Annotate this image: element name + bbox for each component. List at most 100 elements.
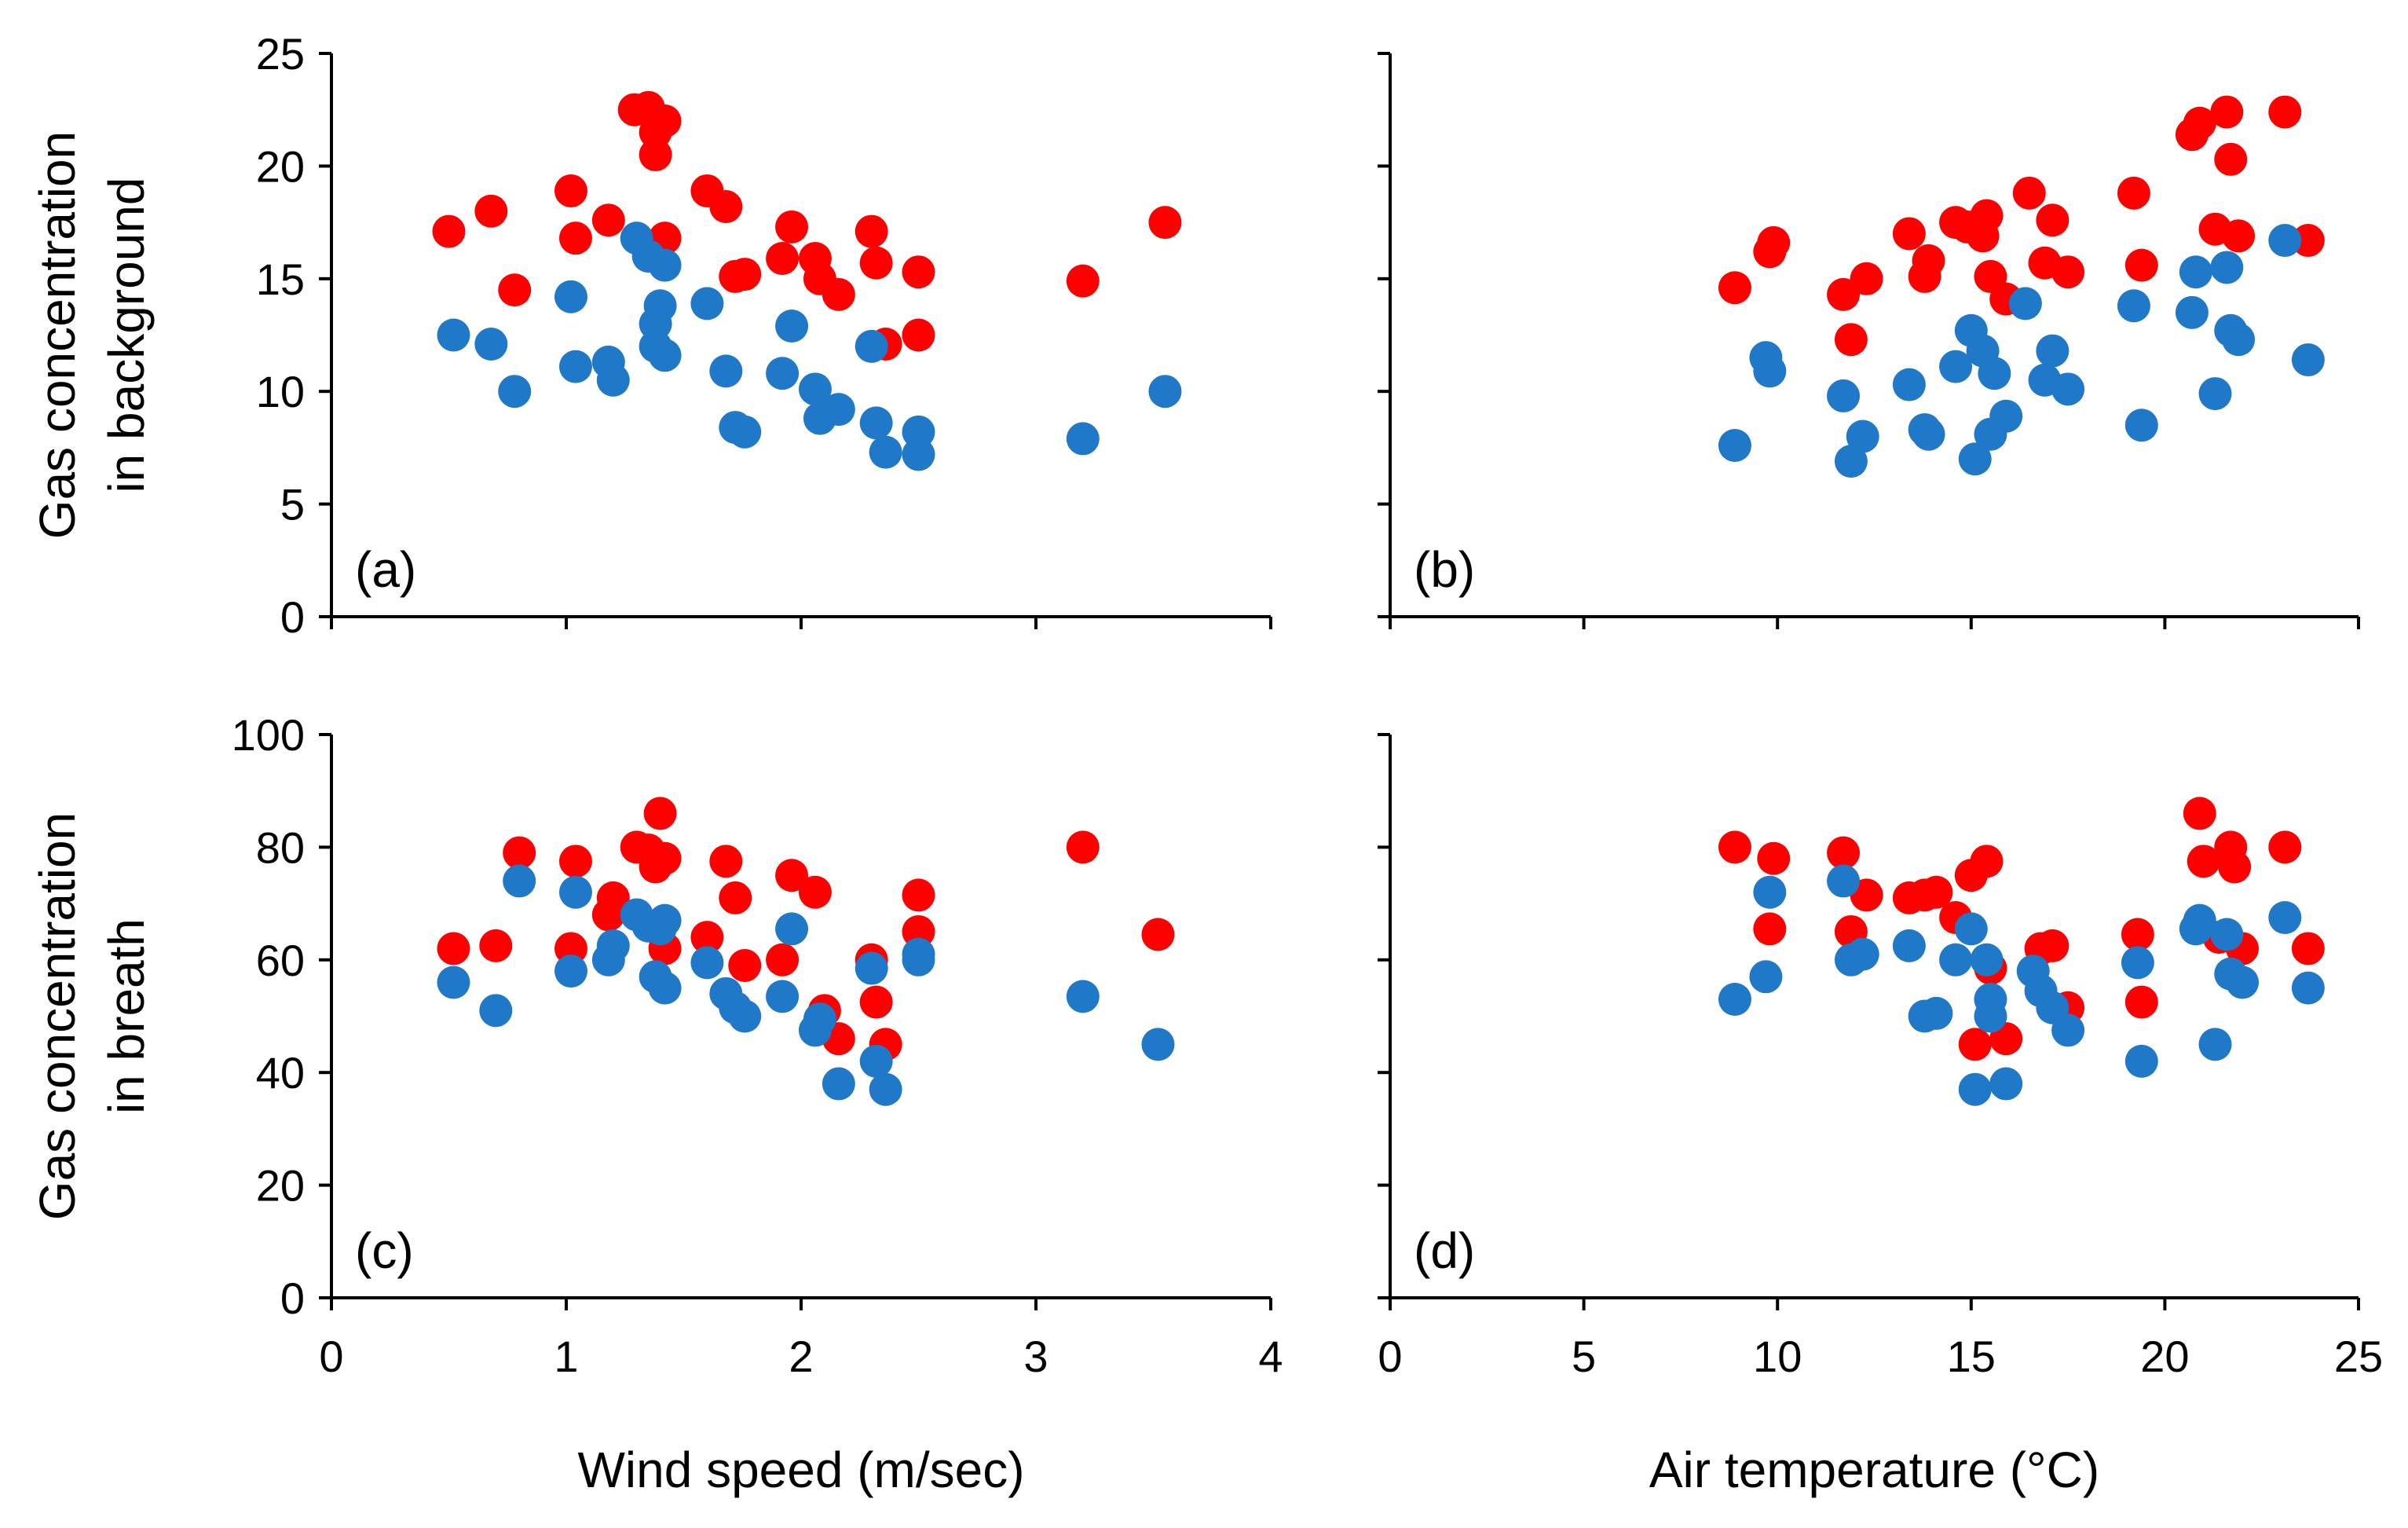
data-point-blue [558,875,592,909]
data-point-blue [1978,357,2011,390]
data-point-blue [2051,1013,2085,1047]
y-axis-title-line: in background [98,177,155,493]
data-point-red [2117,176,2150,210]
data-point-blue [766,357,800,390]
data-point-blue [1718,982,1751,1016]
data-point-blue [855,951,888,985]
y-tick-label: 5 [280,480,305,529]
data-point-blue [1066,422,1100,456]
data-point-red [432,214,466,248]
x-tick-label: 2 [789,1332,813,1381]
data-point-blue [869,1072,902,1106]
series-blue [1718,224,2325,478]
data-point-blue [2117,289,2150,323]
data-point-red [2012,176,2046,210]
data-point-blue [437,318,470,352]
data-point-blue [1834,445,1868,478]
data-point-red [1892,217,1926,251]
data-point-blue [2210,251,2244,284]
y-tick-label: 25 [256,29,305,79]
series-blue [437,864,1175,1106]
data-point-red [1757,225,1791,259]
y-tick-label: 15 [256,255,305,304]
data-point-blue [766,980,800,1013]
data-point-red [902,255,935,289]
data-point-blue [1970,943,2004,977]
data-point-red [1970,845,2004,878]
data-point-blue [1939,943,1973,977]
series-red [437,797,1175,1061]
panel-d: 0 5 10 15 20 25 Air temperature (°C) (d) [1378,733,2383,1498]
data-point-blue [1846,937,1879,971]
data-point-blue [775,912,809,946]
y-tick-label: 40 [256,1048,305,1097]
data-point-red [2268,830,2302,864]
data-point-blue [2226,966,2260,999]
data-point-blue [498,375,532,409]
y-axis-title-line: in breath [98,918,155,1114]
data-point-red [648,104,682,138]
data-point-red [2222,219,2256,253]
data-point-blue [1827,864,1861,898]
data-point-red [2187,845,2220,878]
data-point-red [822,277,855,311]
data-point-blue [2222,323,2256,357]
data-point-blue [479,994,513,1028]
data-point-red [1912,244,1945,277]
data-point-red [2051,255,2085,289]
data-point-red [1718,271,1751,305]
data-point-blue [822,393,855,427]
data-point-blue [1148,375,1182,409]
data-point-blue [2179,255,2212,289]
data-point-red [2036,203,2069,237]
data-point-blue [2198,377,2232,411]
data-point-red [479,929,513,962]
data-point-blue [869,435,902,469]
data-point-red [766,943,800,977]
data-point-blue [859,1044,893,1078]
data-point-red [1753,912,1787,946]
x-tick-label: 25 [2334,1332,2383,1381]
data-point-blue [690,946,724,980]
data-point-red [648,841,682,875]
data-point-red [1148,206,1182,240]
data-point-red [643,797,677,830]
data-point-blue [596,363,630,397]
data-point-red [902,878,935,912]
data-point-red [1141,918,1175,951]
x-tick-label: 20 [2140,1332,2189,1381]
data-point-blue [648,903,682,937]
data-point-red [902,318,935,352]
y-tick-label: 20 [256,1161,305,1211]
data-point-blue [1912,417,1945,451]
data-point-blue [822,1067,855,1101]
data-point-blue [1718,429,1751,463]
data-point-blue [2124,1044,2158,1078]
y-tick-label: 60 [256,936,305,985]
series-red [1718,797,2325,1061]
data-point-red [2214,142,2248,176]
data-point-blue [2121,946,2154,980]
x-tick-label: 10 [1753,1332,1802,1381]
data-point-red [775,210,809,244]
data-point-blue [554,280,587,313]
data-point-blue [2036,334,2069,368]
data-point-blue [1066,980,1100,1013]
data-point-red [1066,264,1100,298]
data-point-red [709,190,743,224]
data-point-blue [1989,1067,2023,1101]
data-point-red [2036,929,2069,962]
data-point-blue [1892,368,1926,401]
x-tick-label: 0 [319,1332,343,1381]
data-point-blue [1919,996,1953,1030]
data-point-blue [2268,901,2302,935]
data-point-blue [803,1002,836,1036]
series-red [432,90,1182,361]
data-point-red [1757,841,1791,875]
data-point-blue [902,943,935,977]
data-point-blue [2291,343,2325,377]
data-point-red [498,273,532,307]
data-point-red [719,881,752,914]
data-point-red [474,194,508,228]
